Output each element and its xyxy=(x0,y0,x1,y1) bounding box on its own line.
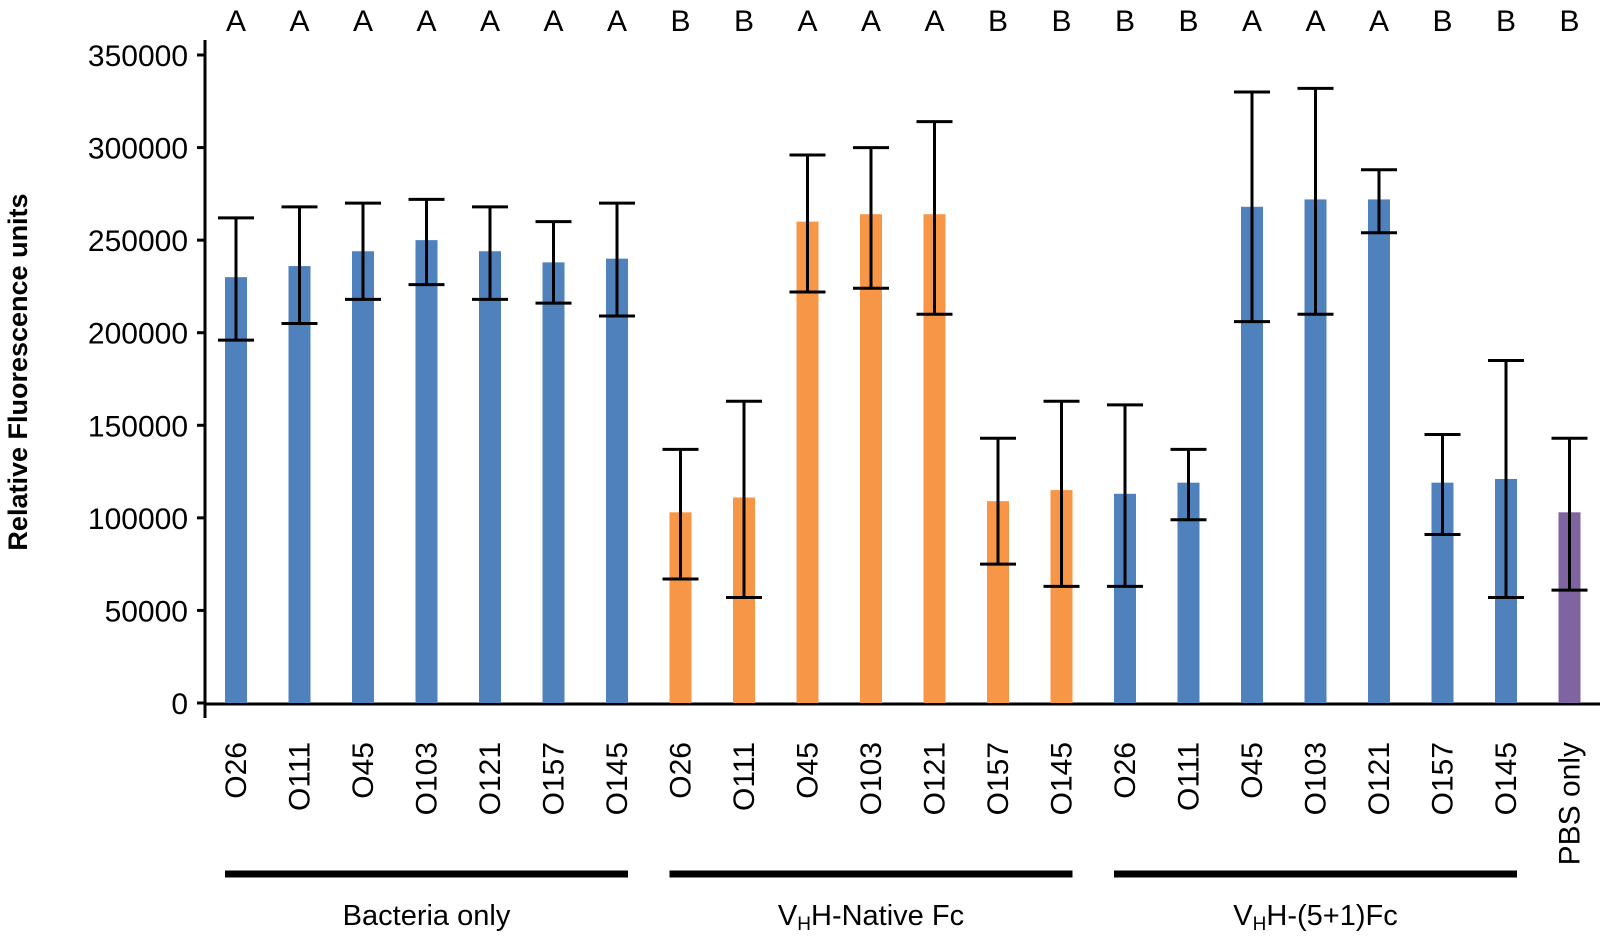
group-labels: Bacteria only VHH-Native Fc VHH-(5+1)Fc xyxy=(225,870,1517,935)
bar xyxy=(1241,206,1263,703)
error-bars xyxy=(218,86,1588,599)
significance-letter: B xyxy=(1178,5,1198,38)
category-label: O26 xyxy=(665,742,698,799)
bar xyxy=(1304,199,1327,703)
category-label: O103 xyxy=(1300,742,1333,815)
category-label: O111 xyxy=(728,742,761,811)
significance-letter: A xyxy=(353,5,373,38)
category-label: O45 xyxy=(347,742,380,799)
bar xyxy=(796,221,819,703)
category-label: O121 xyxy=(1363,742,1396,815)
category-label: O121 xyxy=(474,742,507,815)
bar xyxy=(352,251,374,703)
bar xyxy=(1431,482,1454,703)
significance-letter: A xyxy=(1369,5,1389,38)
bar xyxy=(860,214,882,704)
bar xyxy=(415,240,438,703)
bar xyxy=(1368,199,1390,703)
y-tick-label: 100000 xyxy=(88,503,188,536)
bar xyxy=(1558,512,1581,703)
category-label: O145 xyxy=(1490,742,1523,815)
y-ticks: 0 50000 100000 150000 200000 250000 300000 3500… xyxy=(88,40,205,721)
significance-letter: A xyxy=(861,5,881,38)
category-label: O26 xyxy=(220,742,253,799)
group-label: Bacteria only xyxy=(343,900,511,932)
group-label: VHH-(5+1)Fc xyxy=(1233,900,1397,935)
category-label: O145 xyxy=(1046,742,1079,815)
significance-letter: B xyxy=(734,5,754,38)
significance-letter: A xyxy=(797,5,817,38)
y-tick-label: 200000 xyxy=(88,318,188,351)
y-tick-label: 250000 xyxy=(88,225,188,258)
significance-letter: B xyxy=(1051,5,1071,38)
significance-letter: A xyxy=(607,5,627,38)
significance-letter: B xyxy=(670,5,690,38)
significance-letter: A xyxy=(416,5,436,38)
y-tick-label: 50000 xyxy=(105,595,188,628)
category-labels: O26 O111 O45 O103 O121 O157 O145 O26 O111 O45 O103… xyxy=(220,742,1587,865)
category-label: O26 xyxy=(1109,742,1142,799)
bar xyxy=(479,251,501,703)
significance-letter: A xyxy=(226,5,246,38)
y-tick-label: 150000 xyxy=(88,410,188,443)
category-label: O145 xyxy=(601,742,634,815)
y-tick-label: 300000 xyxy=(88,133,188,166)
category-label: O45 xyxy=(1236,742,1269,799)
bar xyxy=(1177,482,1200,703)
bars xyxy=(225,199,1581,704)
significance-letter: B xyxy=(1496,5,1516,38)
significance-letter: B xyxy=(1115,5,1135,38)
significance-letter: B xyxy=(988,5,1008,38)
bar xyxy=(1114,493,1136,703)
y-tick-label: 0 xyxy=(171,688,188,721)
bar xyxy=(669,512,692,703)
category-label: O45 xyxy=(792,742,825,799)
significance-letter: A xyxy=(289,5,309,38)
y-axis-label: Relative Fluorescence units xyxy=(3,193,33,550)
significance-letter: A xyxy=(1242,5,1262,38)
bar xyxy=(288,266,311,703)
category-label: O111 xyxy=(1173,742,1206,811)
category-label: O121 xyxy=(919,742,952,815)
group-label: VHH-Native Fc xyxy=(778,900,964,935)
bar xyxy=(542,262,565,703)
category-label: PBS only xyxy=(1554,742,1587,865)
bar xyxy=(987,501,1009,703)
bar xyxy=(923,214,946,704)
category-label: O111 xyxy=(284,742,317,811)
bar xyxy=(1050,490,1073,703)
category-label: O157 xyxy=(1427,742,1460,815)
significance-letter: A xyxy=(924,5,944,38)
significance-letter: B xyxy=(1559,5,1579,38)
category-label: O157 xyxy=(982,742,1015,815)
significance-letter: B xyxy=(1432,5,1452,38)
bar xyxy=(606,258,628,703)
category-label: O157 xyxy=(538,742,571,815)
bar xyxy=(225,277,247,703)
significance-letter: A xyxy=(543,5,563,38)
significance-letter: A xyxy=(480,5,500,38)
bar xyxy=(733,497,755,703)
significance-letter: A xyxy=(1305,5,1325,38)
y-tick-label: 350000 xyxy=(88,40,188,73)
category-label: O103 xyxy=(411,742,444,815)
category-label: O103 xyxy=(855,742,888,815)
